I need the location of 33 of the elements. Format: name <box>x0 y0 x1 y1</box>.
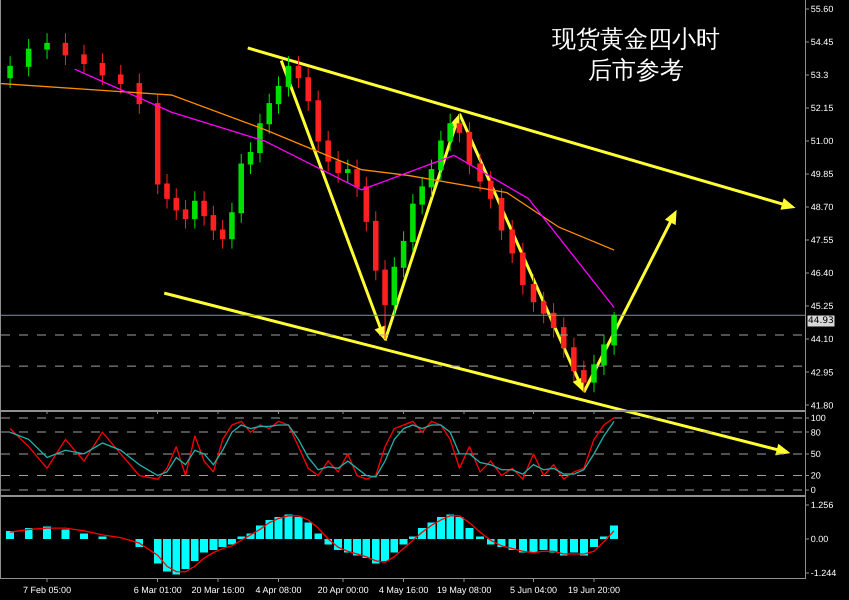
y-tick-label: 0 <box>810 485 816 496</box>
y-tick-label: 20 <box>810 470 821 481</box>
x-tick-label: 7 Feb 05:00 <box>23 584 72 595</box>
text: 后市参考 <box>588 56 684 84</box>
x-tick-label: 19 Jun 20:00 <box>568 584 620 595</box>
x-tick-label: 5 Jun 04:00 <box>510 584 558 595</box>
y-tick-label: 46.40 <box>810 268 834 278</box>
y-tick-label: 49.85 <box>810 169 834 180</box>
text: 现货黄金四小时 <box>552 25 720 53</box>
y-tick-label: 50 <box>810 449 821 460</box>
y-tick-label: 53.3 <box>810 70 828 80</box>
y-tick-label: 54.45 <box>810 37 834 48</box>
y-tick-label: 55.60 <box>810 4 834 14</box>
y-tick-label: 1.256 <box>810 500 834 510</box>
ref-line-label: 44.93 <box>808 316 834 326</box>
y-tick-label: 41.80 <box>810 400 834 410</box>
y-tick-label: 0.00 <box>810 534 828 544</box>
x-tick-label: 4 May 16:00 <box>378 584 428 595</box>
y-tick-label: 44.10 <box>810 334 834 344</box>
y-tick-label: 51.00 <box>810 136 834 146</box>
x-tick-label: 19 May 08:00 <box>436 584 492 595</box>
y-tick-label: 47.55 <box>810 235 834 246</box>
y-tick-label: 52.15 <box>810 103 834 114</box>
x-tick-label: 4 Apr 08:00 <box>255 584 302 595</box>
y-tick-label: 42.95 <box>810 367 834 378</box>
x-tick-label: 20 Apr 00:00 <box>318 584 369 595</box>
x-tick-label: 20 Mar 16:00 <box>191 584 245 595</box>
y-tick-label: 48.70 <box>810 202 834 212</box>
y-tick-label: 80 <box>810 427 821 438</box>
x-tick-label: 6 Mar 01:00 <box>134 584 182 595</box>
y-tick-label: -1.244 <box>810 568 836 578</box>
y-tick-label: 45.25 <box>810 301 834 312</box>
y-tick-label: 100 <box>810 412 826 423</box>
